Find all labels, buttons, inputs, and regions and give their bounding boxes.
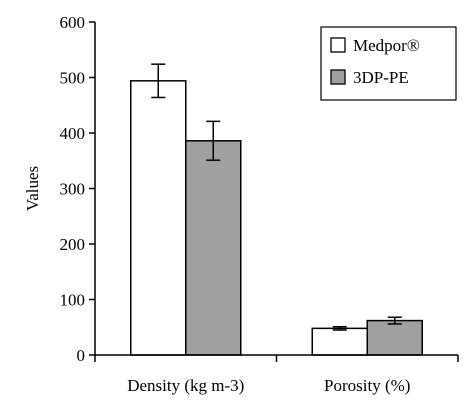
legend: Medpor® 3DP-PE [320, 26, 457, 101]
category-label: Porosity (%) [324, 376, 410, 395]
category-label: Density (kg m-3) [127, 376, 244, 395]
error-bar-3dp-pe-porosity [387, 316, 402, 325]
bar-3dp-pe-porosity [366, 319, 423, 356]
y-ticks-layer: 0 100 200 300 400 500 600 [60, 13, 459, 365]
y-tick-label: 200 [60, 235, 86, 254]
legend-label: Medpor® [353, 36, 420, 55]
y-tick-label: 100 [60, 291, 86, 310]
y-axis-title: Values [23, 166, 42, 211]
y-tick-label: 400 [60, 124, 86, 143]
error-bars-layer [151, 63, 402, 331]
legend-swatch [330, 37, 346, 53]
bars-layer [130, 80, 423, 356]
y-tick-label: 600 [60, 13, 86, 32]
legend-label: 3DP-PE [353, 68, 409, 87]
y-tick-label: 0 [77, 346, 86, 365]
error-bar-medpor-porosity [332, 325, 347, 331]
y-tick-label: 300 [60, 180, 86, 199]
bar-3dp-pe-density [185, 140, 242, 356]
error-bar-medpor-density [151, 63, 166, 99]
bar-medpor-density [130, 80, 187, 356]
error-bar-3dp-pe-density [206, 120, 221, 161]
bar-medpor-porosity [311, 327, 368, 356]
category-labels-layer: Density (kg m-3) Porosity (%) [127, 376, 410, 395]
y-tick-label: 500 [60, 69, 86, 88]
legend-swatch [330, 69, 346, 85]
